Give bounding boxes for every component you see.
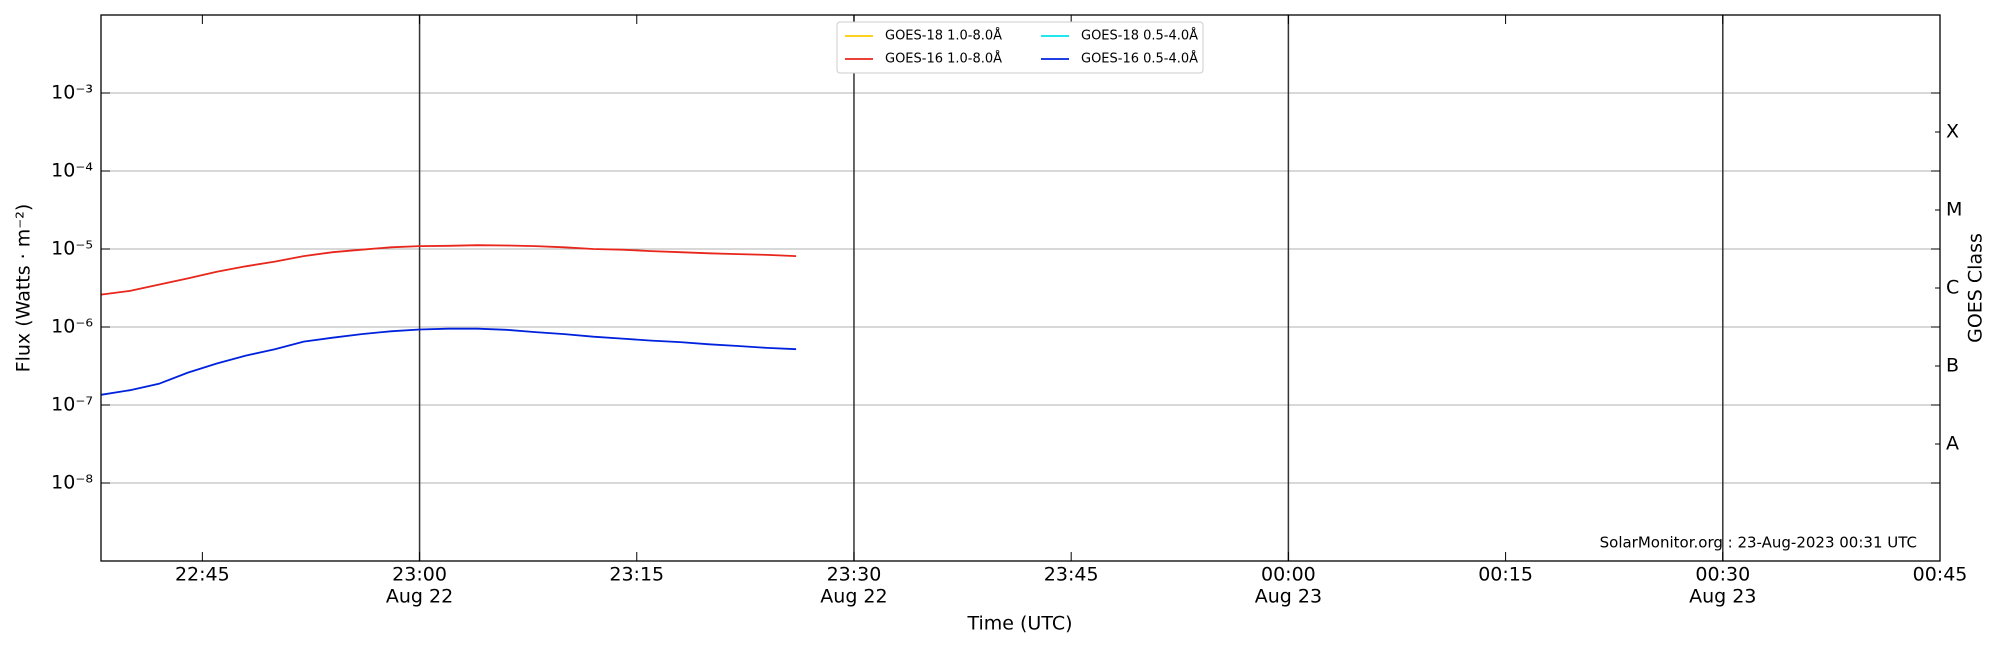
legend-label: GOES-16 0.5-4.0Å (1081, 51, 1198, 67)
x-tick-sublabel: Aug 23 (1255, 586, 1322, 608)
y2-tick-label: X (1946, 121, 1959, 143)
x-tick-label: 00:15 (1478, 564, 1533, 586)
plot-frame (100, 14, 1941, 562)
x-tick-label: 23:00 (392, 564, 447, 586)
y-tick-label: 10⁻⁵ (51, 238, 93, 260)
x-tick-label: 00:00 (1261, 564, 1316, 586)
legend-label: GOES-18 0.5-4.0Å (1081, 28, 1198, 44)
y2-tick-label: M (1946, 199, 1962, 221)
y-tick-label: 10⁻⁴ (51, 160, 93, 182)
legend-label: GOES-18 1.0-8.0Å (885, 28, 1002, 44)
series-line (100, 327, 797, 396)
y-tick-label: 10⁻⁷ (51, 394, 93, 416)
y-tick-label: 10⁻³ (51, 82, 93, 104)
series-line (100, 244, 797, 296)
y2-axis-label: GOES Class (1965, 233, 1987, 343)
x-tick-label: 23:30 (827, 564, 882, 586)
y2-tick-label: B (1946, 355, 1959, 377)
y-axis-label: Flux (Watts · m⁻²) (13, 204, 35, 373)
y2-tick-label: C (1946, 277, 1959, 299)
x-tick-sublabel: Aug 22 (386, 586, 453, 608)
x-tick-label: 00:45 (1913, 564, 1968, 586)
x-tick-sublabel: Aug 22 (820, 586, 887, 608)
y2-tick-label: A (1946, 433, 1959, 455)
y-tick-label: 10⁻⁶ (51, 316, 93, 338)
legend-label: GOES-16 1.0-8.0Å (885, 51, 1002, 67)
y-tick-label: 10⁻⁸ (51, 472, 93, 494)
legend: GOES-18 1.0-8.0Å GOES-16 1.0-8.0Å GOES-18 … (836, 21, 1204, 74)
x-axis-label: Time (UTC) (966, 613, 1072, 635)
x-tick-sublabel: Aug 23 (1689, 586, 1756, 608)
x-tick-label: 22:45 (175, 564, 230, 586)
x-tick-label: 23:15 (609, 564, 664, 586)
x-tick-label: 23:45 (1044, 564, 1099, 586)
legend-box (836, 21, 1204, 74)
x-tick-label: 00:30 (1695, 564, 1750, 586)
annotation: SolarMonitor.org : 23-Aug-2023 00:31 UTC (1600, 534, 1917, 552)
